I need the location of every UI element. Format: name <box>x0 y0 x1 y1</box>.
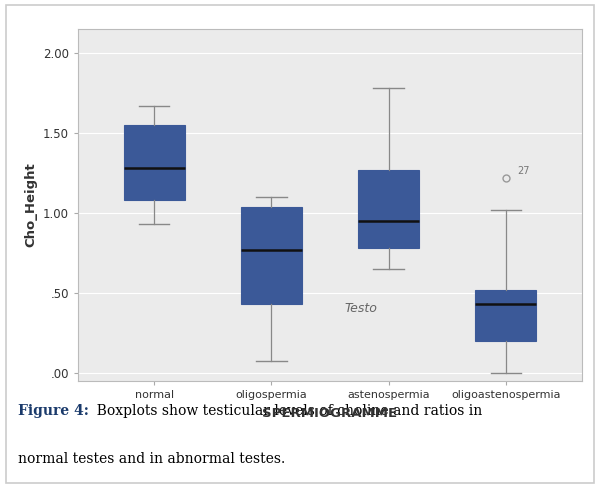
PathPatch shape <box>475 289 536 341</box>
PathPatch shape <box>358 170 419 248</box>
PathPatch shape <box>241 206 302 304</box>
Text: 27: 27 <box>518 166 530 176</box>
Text: Testo: Testo <box>344 302 377 315</box>
X-axis label: SPERMIOGRAMME: SPERMIOGRAMME <box>262 407 398 420</box>
Text: Boxplots show testicular levels of choline and ratios in: Boxplots show testicular levels of choli… <box>89 404 483 418</box>
Text: normal testes and in abnormal testes.: normal testes and in abnormal testes. <box>18 451 285 466</box>
PathPatch shape <box>124 125 185 200</box>
Text: Figure 4:: Figure 4: <box>18 404 89 418</box>
Y-axis label: Cho_Height: Cho_Height <box>25 163 37 247</box>
